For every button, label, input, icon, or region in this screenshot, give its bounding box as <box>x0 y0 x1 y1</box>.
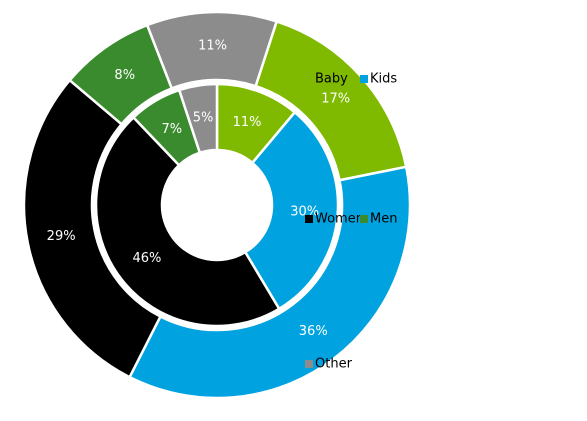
legend-label: Men <box>370 212 397 227</box>
data-label: 5% <box>193 111 214 126</box>
data-label: 29% <box>47 229 76 244</box>
legend-swatch <box>360 75 368 83</box>
legend-swatch <box>305 75 313 83</box>
donut-segment <box>145 10 279 91</box>
data-label: 7% <box>161 122 182 137</box>
donut-segment <box>94 115 281 328</box>
data-label: 11% <box>233 115 262 130</box>
legend-label: Kids <box>370 72 397 87</box>
donut-segment <box>177 82 219 155</box>
data-label: 8% <box>114 68 135 83</box>
donut-segment <box>243 110 340 311</box>
data-label: 17% <box>321 92 350 107</box>
donut-segment <box>22 78 163 379</box>
legend-label: Baby <box>315 72 348 87</box>
donut-segment <box>127 165 412 400</box>
data-label: 36% <box>299 324 328 339</box>
legend-swatch <box>360 215 368 223</box>
data-label: 11% <box>198 39 227 54</box>
legend-swatch <box>305 360 313 368</box>
legend-label: Other <box>315 357 353 372</box>
legend-swatch <box>305 215 313 223</box>
data-label: 46% <box>133 251 162 266</box>
legend-label: Women <box>315 212 364 227</box>
